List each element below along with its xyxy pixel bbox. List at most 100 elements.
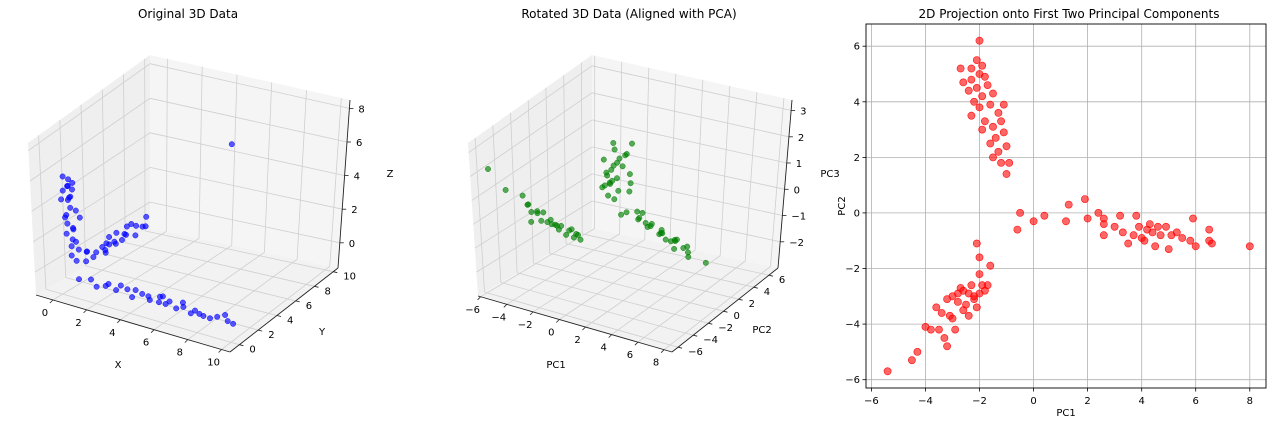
gridline-x (719, 85, 731, 256)
z-tick-label: 3 (800, 107, 806, 118)
x-tick-label: 6 (627, 350, 633, 361)
data-point (611, 196, 618, 203)
gridline-z (471, 119, 593, 201)
gridline-z (468, 65, 593, 153)
data-point (975, 36, 984, 45)
z-tick-label: 8 (358, 104, 364, 115)
data-point (58, 196, 65, 203)
data-point (1016, 208, 1024, 217)
data-point (997, 158, 1005, 167)
data-point (954, 297, 962, 306)
data-point (113, 229, 120, 236)
data-point (1189, 214, 1197, 223)
data-point (528, 218, 535, 225)
data-point (702, 259, 709, 266)
x-tick-label: 6 (143, 338, 149, 349)
data-point (981, 72, 989, 81)
data-point (1110, 222, 1119, 231)
gridline-y (565, 243, 754, 288)
gridline-z (34, 201, 151, 273)
data-point (986, 261, 995, 270)
data-point (662, 236, 669, 243)
data-point (626, 188, 633, 195)
data-point (1191, 242, 1200, 251)
x-tick-label: 4 (109, 328, 115, 339)
gridline-y (144, 230, 334, 273)
gridline-x (585, 249, 696, 328)
x-tick (556, 319, 560, 323)
data-point (610, 140, 617, 146)
data-point (139, 223, 146, 230)
y-axis-label: Y (318, 327, 326, 338)
gridline-z (29, 97, 151, 182)
y-tick-label: 10 (343, 272, 356, 283)
x-tick-label: 8 (1247, 396, 1253, 407)
data-point (538, 217, 545, 224)
data-point (619, 163, 626, 170)
data-point (989, 153, 997, 162)
data-point (1013, 225, 1022, 234)
data-point (72, 207, 79, 214)
data-point (932, 303, 941, 312)
x-tick-label: −4 (918, 396, 933, 407)
gridline-y (492, 125, 502, 283)
data-point (671, 245, 678, 252)
gridline-x (770, 98, 785, 267)
data-point (106, 234, 113, 240)
data-point (948, 314, 957, 323)
gridline-x (532, 239, 646, 313)
gridline-x (198, 66, 203, 239)
y-tick-label: 0 (854, 208, 860, 219)
gridline-y (516, 272, 709, 324)
x-tick-label: 2 (1084, 396, 1090, 407)
data-point (1178, 234, 1187, 242)
data-point (128, 221, 135, 227)
data-point (959, 78, 968, 87)
data-point (1062, 217, 1070, 226)
data-point (1205, 225, 1214, 234)
data-point (228, 141, 235, 148)
z-tick-label: 2 (351, 205, 357, 216)
data-point (76, 214, 83, 221)
data-point (978, 61, 987, 70)
gridline-x (744, 92, 758, 262)
data-point (972, 84, 981, 92)
gridline-y (545, 87, 551, 254)
data-point (658, 227, 665, 233)
data-point (502, 187, 509, 193)
gridline-y (45, 288, 240, 346)
y-tick-label: −6 (688, 347, 703, 358)
z-tick-label: 0 (794, 185, 800, 196)
data-point (575, 231, 581, 238)
gridline-x (619, 61, 623, 234)
data-point (989, 122, 997, 131)
x-tick (608, 334, 612, 338)
x-tick (184, 339, 189, 343)
x-tick-label: −4 (491, 312, 506, 323)
data-point (76, 276, 82, 283)
data-point (616, 155, 623, 162)
data-point (222, 312, 229, 318)
data-point (577, 236, 584, 243)
y-tick (768, 274, 773, 277)
z-tick-label: −1 (791, 212, 806, 223)
y-tick (708, 322, 713, 325)
panel-2d-projection: 2D Projection onto First Two Principal C… (837, 7, 1267, 419)
x-tick-label: 0 (548, 328, 554, 339)
data-point (230, 320, 237, 327)
data-point (139, 290, 146, 297)
data-point (124, 286, 131, 293)
data-point (554, 222, 560, 229)
y-tick-label: −2 (718, 323, 733, 334)
data-point (187, 310, 194, 317)
data-point (1135, 222, 1143, 231)
data-point (600, 156, 607, 163)
data-point (119, 237, 125, 243)
gridline-z (149, 167, 343, 210)
gridline-y (527, 100, 534, 264)
y-tick-label: 0 (249, 345, 255, 356)
data-point (207, 315, 213, 322)
gridline-y (85, 265, 278, 316)
x-tick (218, 349, 222, 353)
x-tick-label: −6 (465, 305, 480, 316)
